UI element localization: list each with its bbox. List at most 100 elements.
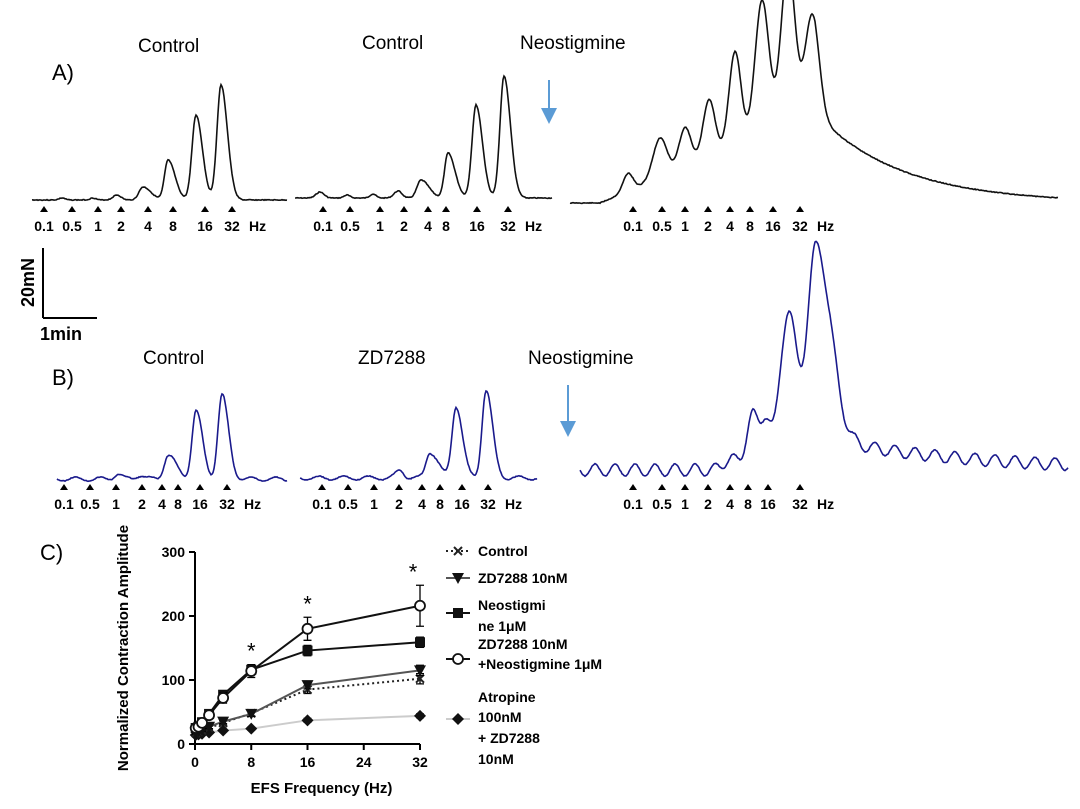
significance-star: * <box>247 639 256 664</box>
stimulus-marker <box>86 484 94 490</box>
stimulus-marker <box>746 206 754 212</box>
control-trace-b <box>56 392 288 483</box>
legend-label: Neostigmi <box>478 597 546 613</box>
stimulus-marker <box>629 206 637 212</box>
frequency-label: 32 <box>480 496 496 512</box>
stimulus-marker <box>319 206 327 212</box>
x-tick-label: 24 <box>356 754 372 770</box>
panel-c: C) 0 100 200 300 0 8 16 24 32 EFS Frequency (Hz) N… <box>40 525 602 797</box>
stimulus-marker <box>346 206 354 212</box>
stimulus-marker <box>370 484 378 490</box>
stimulus-marker <box>196 484 204 490</box>
legend-label: + ZD7288 <box>478 730 540 746</box>
panel-a-condition-2: Control <box>362 33 423 54</box>
frequency-label: 32 <box>792 496 808 512</box>
frequency-label: 16 <box>197 218 213 234</box>
stimulus-marker <box>744 484 752 490</box>
frequency-label: 32 <box>500 218 516 234</box>
stimulus-marker <box>138 484 146 490</box>
stimulus-marker <box>395 484 403 490</box>
frequency-label: 0.1 <box>623 496 643 512</box>
x-tick-label: 8 <box>247 754 255 770</box>
stimulus-marker <box>228 206 236 212</box>
panel-b: B) Control ZD7288 Neostigmine 0.1 0.5 1 2 4 8… <box>52 240 1069 512</box>
significance-star: * <box>409 559 418 584</box>
frequency-label: 8 <box>174 496 182 512</box>
frequency-label: 4 <box>158 496 166 512</box>
y-tick-label: 300 <box>162 544 186 560</box>
frequency-label: 0.5 <box>652 496 672 512</box>
frequency-label: 0.1 <box>313 218 333 234</box>
frequency-label: 1 <box>94 218 102 234</box>
frequency-label: 4 <box>144 218 152 234</box>
frequency-label: 8 <box>436 496 444 512</box>
stimulus-marker <box>201 206 209 212</box>
frequency-label: 0.1 <box>623 218 643 234</box>
x-tick-label: 0 <box>191 754 199 770</box>
frequency-label: 16 <box>469 218 485 234</box>
stimulus-marker <box>223 484 231 490</box>
scale-bar: 20mN 1min <box>18 248 97 344</box>
frequency-label: 2 <box>395 496 403 512</box>
stimulus-marker <box>726 484 734 490</box>
frequency-label: 0.5 <box>80 496 100 512</box>
stimulus-marker <box>629 484 637 490</box>
stimulus-marker <box>704 484 712 490</box>
data-point <box>414 599 426 612</box>
panel-b-condition-2: ZD7288 <box>358 348 426 369</box>
frequency-label: 0.5 <box>338 496 358 512</box>
stimulus-marker <box>473 206 481 212</box>
legend-label: ne 1μM <box>478 618 526 634</box>
stimulus-marker <box>424 206 432 212</box>
stimulus-marker <box>658 206 666 212</box>
scale-bar-time: 1min <box>40 324 82 344</box>
legend-label: Atropine <box>478 689 536 705</box>
neostigmine-trace-a <box>569 0 1059 205</box>
data-point <box>217 692 230 704</box>
frequency-label: 2 <box>704 218 712 234</box>
legend-marker <box>452 713 464 725</box>
data-point <box>203 709 215 722</box>
data-point <box>414 665 426 677</box>
frequency-label: 16 <box>454 496 470 512</box>
x-axis-label: EFS Frequency (Hz) <box>251 780 393 797</box>
scale-bar-force: 20mN <box>18 258 38 307</box>
frequency-label: 1 <box>376 218 384 234</box>
stimulus-marker <box>112 484 120 490</box>
frequency-label: 32 <box>219 496 235 512</box>
panel-b-condition-1: Control <box>143 348 204 369</box>
series-3 <box>189 584 426 734</box>
legend-label: 100nM <box>478 709 522 725</box>
frequency-label: 0.1 <box>34 218 54 234</box>
stimulus-marker <box>484 484 492 490</box>
stimulus-marker <box>681 206 689 212</box>
stimulus-marker <box>117 206 125 212</box>
stimulus-marker <box>796 484 804 490</box>
data-point <box>415 637 425 648</box>
stimulus-marker <box>704 206 712 212</box>
stimulus-marker <box>376 206 384 212</box>
data-point <box>245 722 258 735</box>
data-point <box>245 708 258 720</box>
stimulus-marker <box>94 206 102 212</box>
frequency-label: 0.5 <box>652 218 672 234</box>
panel-a-traces <box>31 0 1059 205</box>
panel-a-condition-1: Control <box>138 36 199 57</box>
frequency-label: 2 <box>704 496 712 512</box>
frequency-label: 16 <box>192 496 208 512</box>
legend-marker <box>452 653 464 665</box>
panel-b-label: B) <box>52 365 74 390</box>
stimulus-marker <box>318 484 326 490</box>
stimulus-marker <box>174 484 182 490</box>
stimulus-marker <box>658 484 666 490</box>
hz-unit-label: Hz <box>817 496 834 512</box>
stimulus-marker <box>458 484 466 490</box>
legend-marker <box>452 573 464 584</box>
series-line <box>195 677 421 735</box>
legend-label: +Neostigmine 1μM <box>478 656 602 672</box>
legend-label: Control <box>478 543 528 559</box>
significance-star: * <box>303 591 312 616</box>
frequency-label: 1 <box>112 496 120 512</box>
neostigmine-trace-b <box>579 240 1069 478</box>
